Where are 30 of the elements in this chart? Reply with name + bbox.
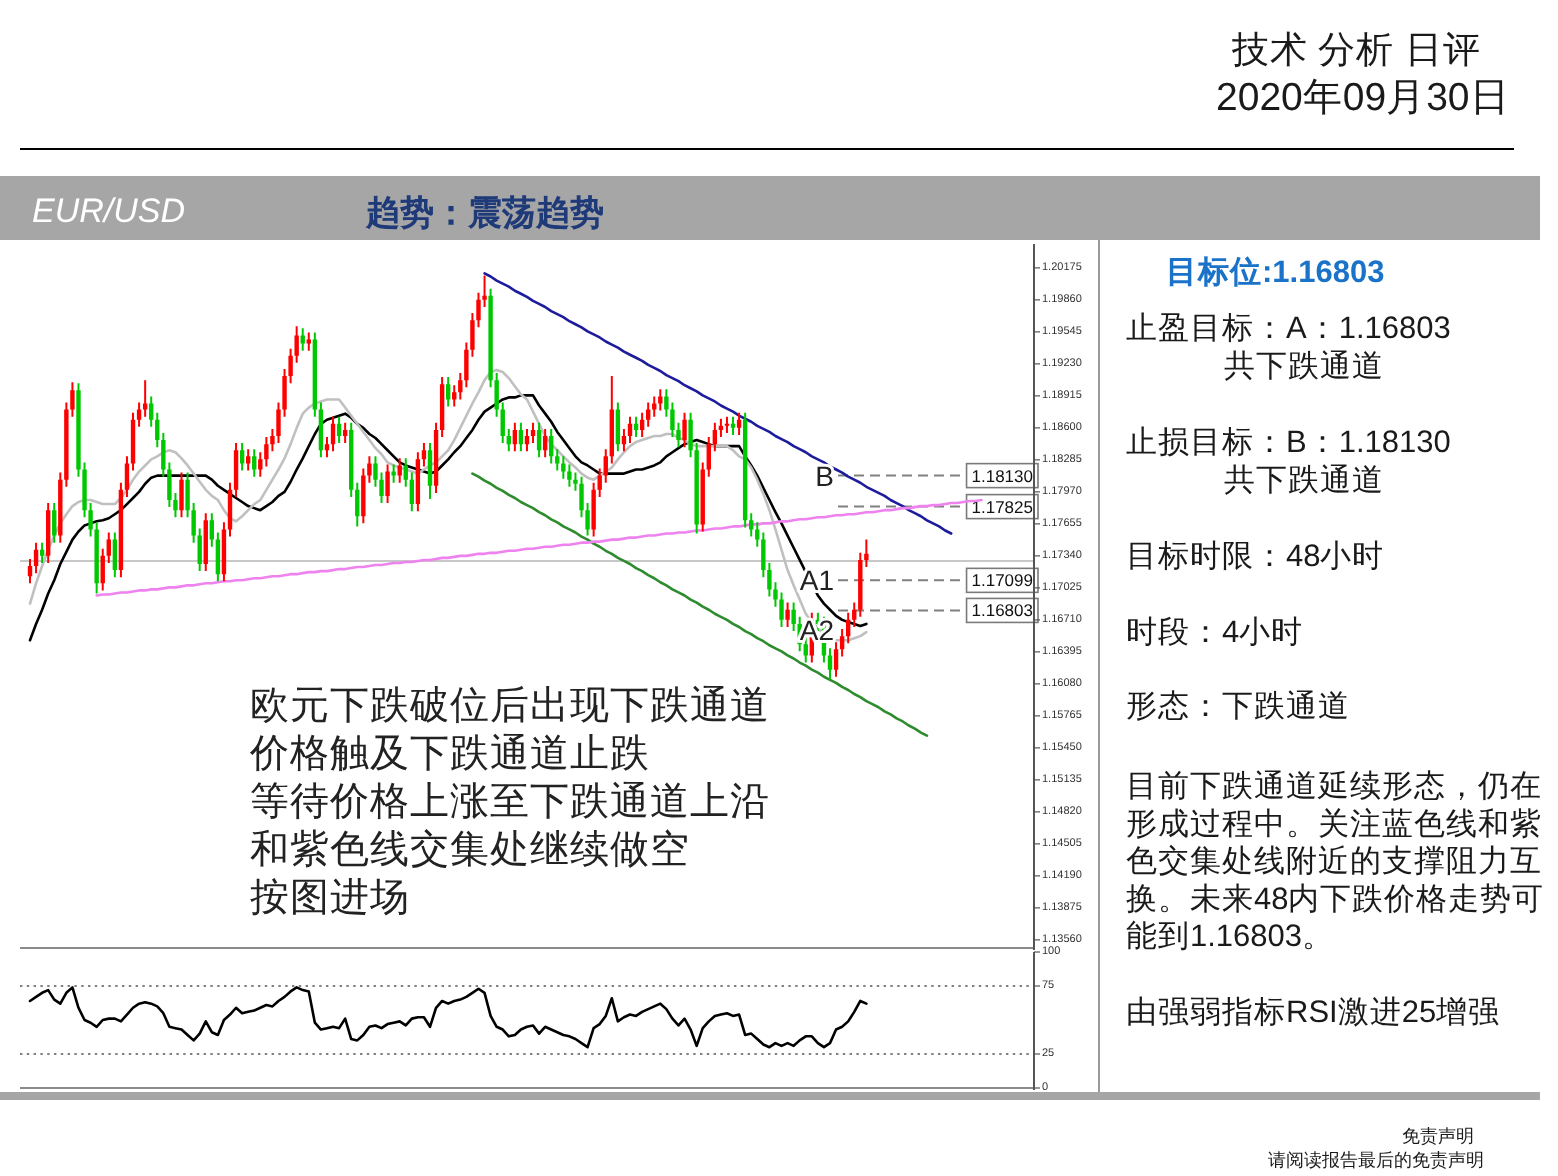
annotation: 按图进场 [250, 876, 410, 920]
annotation: 等待价格上涨至下跌通道上沿 [250, 780, 770, 824]
ref-line-label: 1.18130 [971, 465, 1034, 486]
text: 时段：4小时 [1126, 614, 1304, 650]
annotation: 和紫色线交集处继续做空 [250, 828, 690, 872]
text: 目标位:1.16803 [1166, 254, 1386, 290]
text: 止盈目标：A：1.16803 [1126, 310, 1451, 346]
text: 目前下跌通道延续形态，仍在形成过程中。关注蓝色线和紫色交集处线附近的支撑阻力互换。未来48内下跌价格走势可能到1.16803。 [1126, 768, 1545, 955]
text: 共下跌通道 [1224, 348, 1384, 384]
ref-line-label: 1.16803 [971, 600, 1034, 621]
annotation: 价格触及下跌通道止跌 [248, 732, 650, 776]
candlestick [391, 464, 396, 483]
line-series [28, 986, 868, 1049]
text: 止损目标：B：1.18130 [1126, 424, 1452, 460]
ref-line-label: 1.17099 [971, 570, 1034, 591]
candlestick [561, 456, 566, 479]
text: 共下跌通道 [1224, 462, 1384, 498]
annotation: 欧元下跌破位后出现下跌通道 [250, 684, 770, 728]
text: 请阅读报告最后的免责声明 [1268, 1150, 1484, 1170]
text: 技术 分析 日评 [1230, 28, 1481, 70]
text: 免责声明 [1402, 1126, 1474, 1146]
text: 2020年09月30日 [1216, 76, 1510, 120]
line-series [483, 272, 953, 535]
annotation: B [815, 459, 834, 492]
text: 由强弱指标RSI激进25增强 [1126, 994, 1501, 1030]
chart-subtitle: 趋势：震荡趋势 [364, 194, 604, 232]
text: 目标时限：48小时 [1126, 538, 1385, 574]
chart-title: EUR/USD [32, 192, 186, 230]
ref-line-label: 1.17825 [971, 496, 1034, 517]
text: 形态：下跌通道 [1126, 688, 1350, 724]
